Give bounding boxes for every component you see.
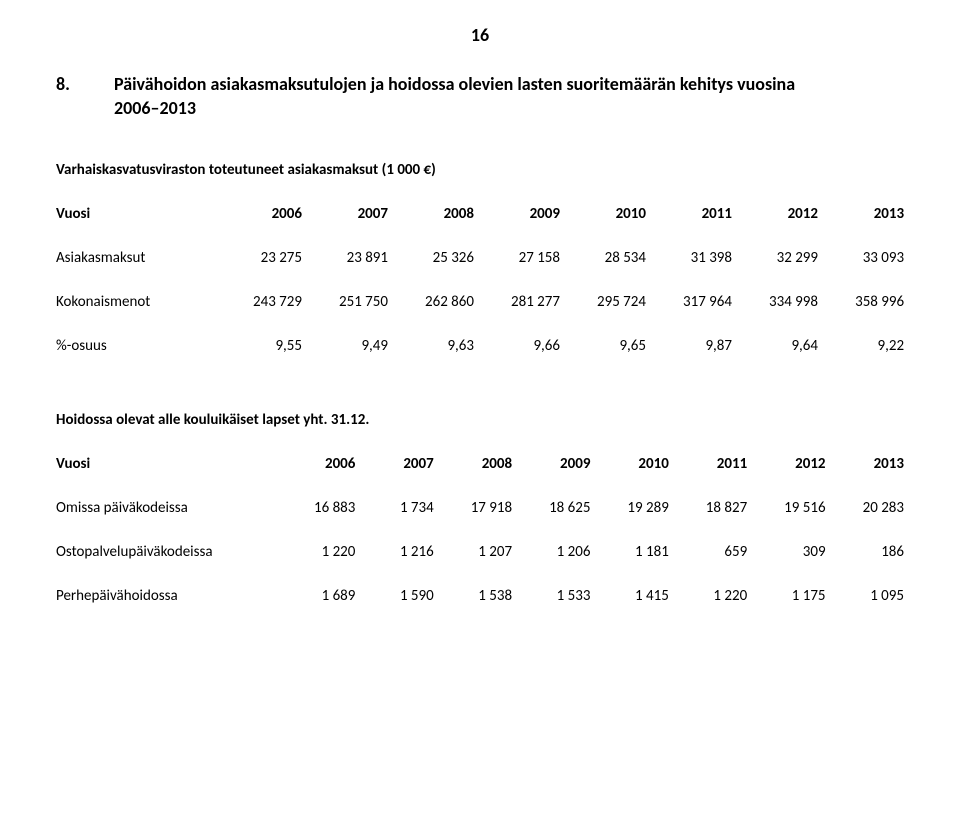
cell: 25 326 [388,249,474,267]
cell: 1 734 [355,499,433,517]
table-row: Asiakasmaksut 23 275 23 891 25 326 27 15… [56,249,904,267]
cell: 31 398 [646,249,732,267]
section-heading: 8. Päivähoidon asiakasmaksutulojen ja ho… [56,72,816,121]
cell: 16 883 [277,499,355,517]
cell: 9,63 [388,337,474,355]
table2-year: 2009 [512,455,590,473]
cell: 17 918 [434,499,512,517]
row-label: Kokonaismenot [56,293,216,311]
row-label: Perhepäivähoidossa [56,587,277,605]
table1-header-row: Vuosi 2006 2007 2008 2009 2010 2011 2012… [56,205,904,223]
cell: 23 275 [216,249,302,267]
cell: 1 207 [434,543,512,561]
cell: 334 998 [732,293,818,311]
table2-year-label: Vuosi [56,455,277,473]
table1-year: 2011 [646,205,732,223]
cell: 1 216 [355,543,433,561]
cell: 309 [747,543,825,561]
cell: 243 729 [216,293,302,311]
cell: 9,65 [560,337,646,355]
table2-header-row: Vuosi 2006 2007 2008 2009 2010 2011 2012… [56,455,904,473]
page-number: 16 [56,24,904,46]
table-row: Kokonaismenot 243 729 251 750 262 860 28… [56,293,904,311]
heading-text: Päivähoidon asiakasmaksutulojen ja hoido… [114,72,816,121]
table-hoidossa-lapset: Hoidossa olevat alle kouluikäiset lapset… [56,411,904,605]
cell: 28 534 [560,249,646,267]
row-label: Ostopalvelupäiväkodeissa [56,543,277,561]
cell: 9,87 [646,337,732,355]
table-asiakasmaksut: Varhaiskasvatusviraston toteutuneet asia… [56,161,904,355]
cell: 1 220 [277,543,355,561]
table1-year: 2008 [388,205,474,223]
cell: 9,49 [302,337,388,355]
table1-title: Varhaiskasvatusviraston toteutuneet asia… [56,161,904,179]
cell: 1 590 [355,587,433,605]
table-row: Perhepäivähoidossa 1 689 1 590 1 538 1 5… [56,587,904,605]
cell: 281 277 [474,293,560,311]
cell: 9,22 [818,337,904,355]
cell: 23 891 [302,249,388,267]
cell: 262 860 [388,293,474,311]
table-row: Ostopalvelupäiväkodeissa 1 220 1 216 1 2… [56,543,904,561]
cell: 18 625 [512,499,590,517]
cell: 295 724 [560,293,646,311]
cell: 27 158 [474,249,560,267]
cell: 1 538 [434,587,512,605]
cell: 32 299 [732,249,818,267]
cell: 19 516 [747,499,825,517]
cell: 1 533 [512,587,590,605]
table1-year: 2007 [302,205,388,223]
table2-year: 2013 [826,455,904,473]
table1-year: 2006 [216,205,302,223]
table2-year: 2008 [434,455,512,473]
cell: 251 750 [302,293,388,311]
table2-title: Hoidossa olevat alle kouluikäiset lapset… [56,411,904,429]
table1-year: 2012 [732,205,818,223]
cell: 19 289 [590,499,668,517]
table2-year: 2006 [277,455,355,473]
table2-year: 2011 [669,455,747,473]
cell: 1 220 [669,587,747,605]
row-label: %-osuus [56,337,216,355]
row-label: Asiakasmaksut [56,249,216,267]
cell: 20 283 [826,499,904,517]
cell: 9,55 [216,337,302,355]
table-row: Omissa päiväkodeissa 16 883 1 734 17 918… [56,499,904,517]
cell: 358 996 [818,293,904,311]
cell: 9,64 [732,337,818,355]
cell: 1 415 [590,587,668,605]
cell: 317 964 [646,293,732,311]
cell: 186 [826,543,904,561]
cell: 1 095 [826,587,904,605]
cell: 33 093 [818,249,904,267]
table2-year: 2007 [355,455,433,473]
table1-year: 2009 [474,205,560,223]
table2-year: 2012 [747,455,825,473]
cell: 1 181 [590,543,668,561]
cell: 1 206 [512,543,590,561]
table-row: %-osuus 9,55 9,49 9,63 9,66 9,65 9,87 9,… [56,337,904,355]
table1-year-label: Vuosi [56,205,216,223]
cell: 18 827 [669,499,747,517]
cell: 1 175 [747,587,825,605]
row-label: Omissa päiväkodeissa [56,499,277,517]
cell: 1 689 [277,587,355,605]
cell: 659 [669,543,747,561]
table1-year: 2013 [818,205,904,223]
table2-year: 2010 [590,455,668,473]
cell: 9,66 [474,337,560,355]
heading-number: 8. [56,72,114,121]
table1-year: 2010 [560,205,646,223]
